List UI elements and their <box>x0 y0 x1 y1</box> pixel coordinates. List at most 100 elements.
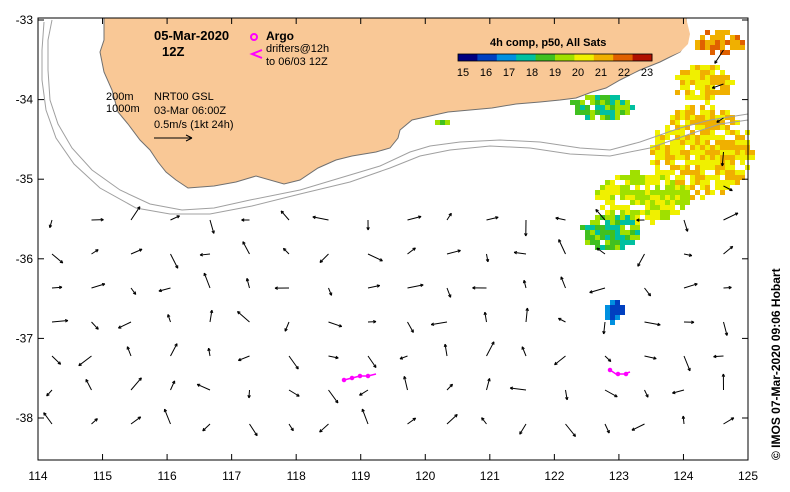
current-vector-shaft <box>486 378 491 391</box>
colorbar-segment <box>525 54 532 61</box>
sst-pixel <box>670 205 675 210</box>
sst-pixel <box>700 170 705 175</box>
sst-pixel <box>585 110 590 115</box>
sst-pixel <box>740 135 745 140</box>
sst-pixel <box>630 170 635 175</box>
current-vector-shaft <box>118 321 132 329</box>
sst-pixel <box>615 240 620 245</box>
sst-pixel <box>585 230 590 235</box>
sst-pixel <box>635 170 640 175</box>
sst-pixel <box>715 185 720 190</box>
sst-pixel <box>725 140 730 145</box>
sst-pixel <box>715 145 720 150</box>
sst-pixel <box>695 140 700 145</box>
current-vector-shaft <box>596 247 606 255</box>
sst-pixel <box>695 170 700 175</box>
sst-pixel <box>680 195 685 200</box>
current-vector-shaft <box>46 389 53 397</box>
sst-pixel <box>700 140 705 145</box>
sst-pixel <box>725 130 730 135</box>
sst-pixel <box>605 210 610 215</box>
sst-pixel <box>710 175 715 180</box>
sst-pixel <box>685 165 690 170</box>
current-vector-head <box>448 294 451 298</box>
colorbar-segment <box>579 54 585 61</box>
sst-pixel <box>730 35 735 40</box>
sst-pixel <box>695 45 700 50</box>
sst-pixel <box>670 210 675 215</box>
sst-pixel <box>715 80 720 85</box>
sst-pixel <box>670 200 675 205</box>
sst-pixel <box>730 145 735 150</box>
current-vector-shaft <box>328 389 339 404</box>
sst-pixel <box>675 210 680 215</box>
sst-pixel <box>705 155 710 160</box>
current-vector-shaft <box>510 387 527 391</box>
sst-pixel <box>610 320 615 325</box>
sst-pixel <box>720 140 725 145</box>
current-vector-shaft <box>403 376 408 391</box>
current-vector-head <box>283 247 287 250</box>
sst-pixel <box>695 40 700 45</box>
sst-pixel <box>700 70 705 75</box>
sst-pixel <box>645 210 650 215</box>
current-vector-head <box>484 311 488 315</box>
current-vector-shaft <box>328 321 342 328</box>
current-vector-head <box>127 346 130 350</box>
sst-pixel <box>615 215 620 220</box>
sst-pixel <box>725 185 730 190</box>
sst-pixel <box>665 210 670 215</box>
lat-tick-label: -36 <box>16 252 34 266</box>
sst-pixel <box>680 150 685 155</box>
sst-pixel <box>610 205 615 210</box>
sst-pixel <box>740 145 745 150</box>
current-vector-head <box>418 216 422 219</box>
current-vector-shaft <box>288 355 299 370</box>
current-vector-shaft <box>288 423 294 432</box>
sst-pixel <box>665 180 670 185</box>
current-vector-shaft <box>288 389 300 397</box>
sst-pixel <box>625 175 630 180</box>
sst-pixel <box>635 230 640 235</box>
sst-pixel <box>670 140 675 145</box>
sst-pixel <box>700 85 705 90</box>
sst-pixel <box>700 180 705 185</box>
sst-pixel <box>670 165 675 170</box>
current-vector-shaft <box>248 389 250 399</box>
sst-pixel <box>710 155 715 160</box>
current-vector-head <box>631 427 635 431</box>
sst-pixel <box>675 145 680 150</box>
current-vector-head <box>731 417 735 421</box>
sst-pixel <box>690 175 695 180</box>
sst-pixel <box>620 215 625 220</box>
sst-pixel <box>735 120 740 125</box>
sst-pixel <box>590 100 595 105</box>
sst-pixel <box>700 185 705 190</box>
sst-pixel <box>605 105 610 110</box>
sst-pixel <box>585 105 590 110</box>
sst-pixel <box>685 75 690 80</box>
sst-pixel <box>720 75 725 80</box>
sst-pixel <box>595 220 600 225</box>
axis-ticks: 114 115 116 117 118 119 120 121 122 123 124 125 -33 -… <box>16 13 759 483</box>
current-vector-head <box>241 218 245 221</box>
sst-pixel <box>660 210 665 215</box>
sst-pixel <box>630 105 635 110</box>
sst-pixel <box>680 205 685 210</box>
current-vector-shaft <box>126 346 132 357</box>
sst-pixel <box>655 145 660 150</box>
sst-pixel <box>615 105 620 110</box>
current-vector-head <box>366 227 369 231</box>
sst-pixel <box>700 160 705 165</box>
sst-pixel <box>610 115 615 120</box>
sst-pixel <box>645 195 650 200</box>
current-vector-shaft <box>167 314 171 323</box>
scale-arrow-icon <box>154 134 193 142</box>
current-vector-head <box>359 392 362 396</box>
sst-pixel <box>735 140 740 145</box>
current-vector-shaft <box>91 418 98 425</box>
colorbar-segment <box>516 54 522 61</box>
lon-tick-label: 117 <box>222 469 241 483</box>
sst-pixel <box>660 200 665 205</box>
colorbar-segment <box>491 54 498 61</box>
